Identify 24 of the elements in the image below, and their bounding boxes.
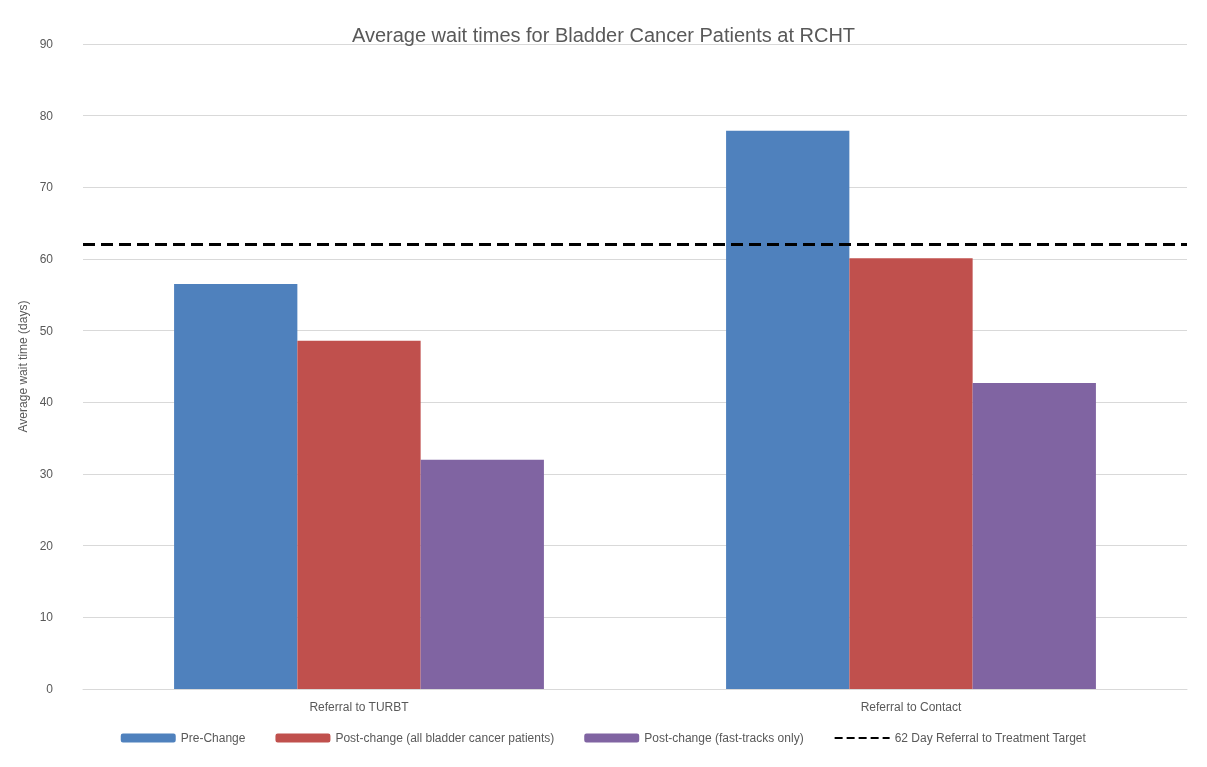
y-tick-label: 60 [39, 252, 54, 266]
bar [420, 459, 544, 689]
y-tick-label: 20 [39, 538, 54, 553]
legend-label: Pre-Change [180, 731, 246, 745]
bar [174, 284, 298, 689]
bar [849, 258, 973, 689]
y-tick-label: 70 [39, 180, 54, 195]
y-tick-label: 0 [46, 682, 54, 696]
y-tick-label: 80 [39, 108, 54, 123]
y-tick-label: 90 [39, 37, 54, 51]
y-tick-label: 10 [39, 610, 54, 625]
x-tick-label: Referral to Contact [860, 700, 963, 714]
legend-label: 62 Day Referral to Treatment Target [894, 731, 1087, 745]
bar [972, 382, 1096, 689]
y-axis-title: Average wait time (days) [15, 300, 30, 433]
x-tick-label: Referral to TURBT [309, 700, 410, 714]
y-tick-label: 40 [39, 395, 54, 410]
y-tick-label: 50 [39, 323, 54, 338]
legend-label: Post-change (all bladder cancer patients) [335, 731, 555, 745]
bar [726, 130, 850, 689]
bar [297, 340, 421, 689]
y-tick-label: 30 [39, 467, 54, 481]
chart-title: Average wait times for Bladder Cancer Patients at RCHT [351, 24, 856, 46]
legend-label: Post-change (fast-tracks only) [644, 731, 804, 745]
